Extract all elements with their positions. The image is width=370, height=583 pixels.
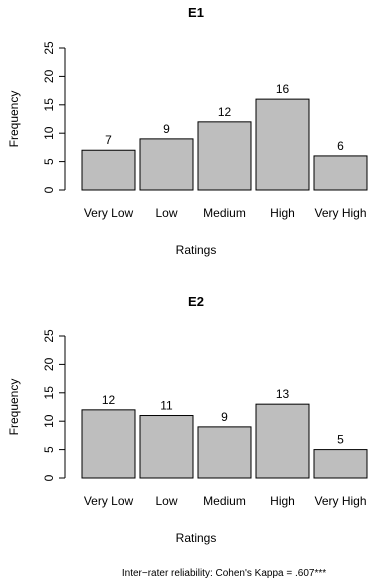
y-tick-label: 20 bbox=[42, 357, 56, 371]
bar-very-high bbox=[313, 155, 368, 191]
bar-medium bbox=[197, 426, 252, 479]
bar-value-label: 7 bbox=[105, 133, 112, 147]
bar-very-low bbox=[81, 149, 136, 191]
chart-e1-data-labels: 7 9 12 16 6 bbox=[105, 82, 344, 153]
chart-e1-title: E1 bbox=[188, 5, 204, 20]
y-tick-label: 25 bbox=[42, 329, 56, 343]
chart-e2-title: E2 bbox=[188, 294, 204, 309]
chart-e1-category-labels: Very Low Low Medium High Very High bbox=[84, 206, 367, 220]
bar-low bbox=[139, 138, 194, 191]
bar-value-label: 12 bbox=[102, 393, 116, 407]
y-tick-label: 5 bbox=[42, 158, 56, 165]
bar-very-low bbox=[81, 409, 136, 479]
bar-value-label: 6 bbox=[337, 139, 344, 153]
y-tick-label: 10 bbox=[42, 414, 56, 428]
chart-e1-y-axis: 0 5 10 15 20 25 bbox=[42, 41, 66, 193]
bar-value-label: 16 bbox=[276, 82, 290, 96]
bar-value-label: 9 bbox=[221, 410, 228, 424]
bar-high bbox=[255, 403, 310, 479]
bar-value-label: 11 bbox=[160, 399, 173, 413]
bar-value-label: 13 bbox=[276, 387, 290, 401]
footnote: Inter−rater reliability: Cohen's Kappa =… bbox=[122, 568, 326, 579]
chart-e2-bars bbox=[81, 403, 368, 479]
bar-high bbox=[255, 98, 310, 191]
category-label: Low bbox=[155, 206, 177, 220]
category-label: Very Low bbox=[84, 494, 134, 508]
category-label: Low bbox=[155, 494, 177, 508]
bar-value-label: 5 bbox=[337, 433, 344, 447]
chart-e2-y-axis-title: Frequency bbox=[7, 379, 21, 436]
category-label: High bbox=[270, 494, 295, 508]
chart-e1-bars bbox=[81, 98, 368, 191]
bar-medium bbox=[197, 121, 252, 191]
chart-e2-category-labels: Very Low Low Medium High Very High bbox=[84, 494, 367, 508]
chart-e2-y-axis: 0 5 10 15 20 25 bbox=[42, 329, 66, 481]
y-tick-label: 10 bbox=[42, 126, 56, 140]
chart-e1-y-axis-title: Frequency bbox=[7, 91, 21, 148]
category-label: Very High bbox=[314, 206, 366, 220]
bar-value-label: 9 bbox=[163, 122, 170, 136]
y-tick-label: 0 bbox=[42, 186, 56, 193]
category-label: Very High bbox=[314, 494, 366, 508]
y-tick-label: 0 bbox=[42, 474, 56, 481]
y-tick-label: 5 bbox=[42, 446, 56, 453]
bar-very-high bbox=[313, 449, 368, 479]
chart-e2-x-axis-title: Ratings bbox=[176, 531, 217, 545]
chart-e1-x-axis-title: Ratings bbox=[176, 243, 217, 257]
chart-e2: E2 Frequency Ratings 0 5 10 15 20 25 12 11 9 13 5… bbox=[7, 294, 368, 545]
category-label: Very Low bbox=[84, 206, 134, 220]
y-tick-label: 25 bbox=[42, 41, 56, 55]
y-tick-label: 15 bbox=[42, 98, 56, 112]
bar-value-label: 12 bbox=[218, 105, 232, 119]
bar-low bbox=[139, 415, 194, 479]
category-label: Medium bbox=[203, 494, 246, 508]
chart-e2-data-labels: 12 11 9 13 5 bbox=[102, 387, 344, 446]
category-label: High bbox=[270, 206, 295, 220]
category-label: Medium bbox=[203, 206, 246, 220]
y-tick-label: 20 bbox=[42, 69, 56, 83]
y-tick-label: 15 bbox=[42, 386, 56, 400]
